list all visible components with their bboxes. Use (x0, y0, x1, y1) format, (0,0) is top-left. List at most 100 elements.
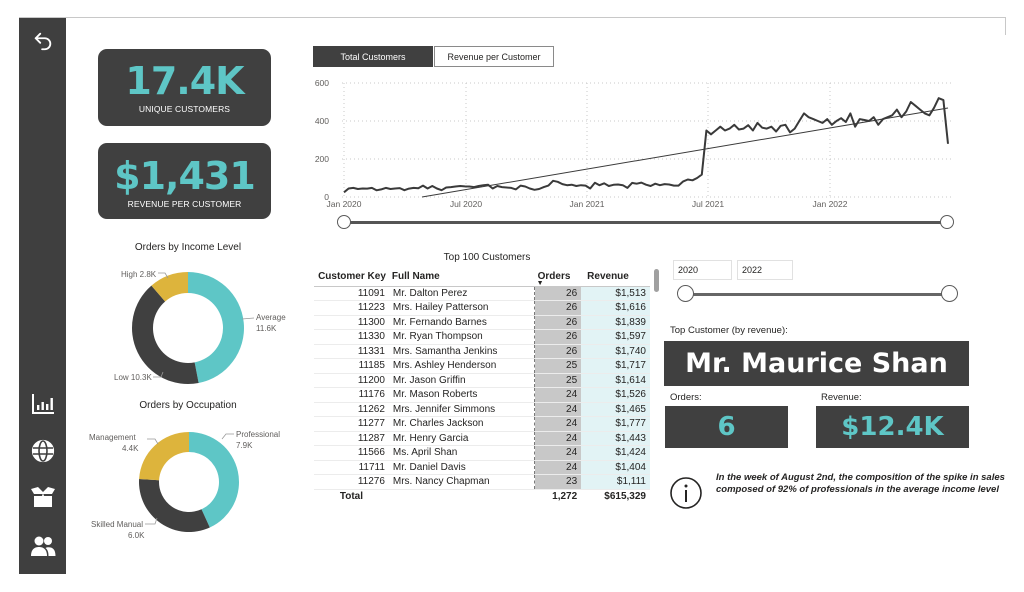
customer-key-cell: 11223 (314, 300, 389, 316)
orders-cell: 26 (534, 300, 582, 316)
customer-key-cell: 11200 (314, 373, 389, 388)
customer-key-cell: 11185 (314, 358, 389, 374)
table-row[interactable]: 11711 Mr. Daniel Davis 24 $1,404 (314, 460, 650, 475)
kpi-unique-customers: 17.4K UNIQUE CUSTOMERS (98, 49, 271, 126)
orders-cell: 26 (534, 286, 582, 301)
year-slider-start[interactable] (677, 285, 694, 302)
orders-cell: 25 (534, 358, 582, 374)
year-end-input[interactable]: 2022 (737, 260, 793, 280)
table-row[interactable]: 11185 Mrs. Ashley Henderson 25 $1,717 (314, 358, 650, 374)
year-start-input[interactable]: 2020 (673, 260, 732, 280)
table-row[interactable]: 11262 Mrs. Jennifer Simmons 24 $1,465 (314, 402, 650, 417)
donut-slice[interactable] (188, 272, 244, 383)
orders-cell: 24 (534, 387, 582, 403)
x-tick: Jan 2021 (570, 199, 605, 209)
trend-line (421, 107, 949, 198)
sidebar-item-customers[interactable] (19, 531, 66, 561)
sort-descending-icon: ▼ (536, 280, 544, 287)
line-chart-svg: 600 400 200 0 Jan 2020 Jul 2020 Jan 2021… (315, 78, 952, 209)
date-range-slider-track[interactable] (344, 221, 947, 224)
orders-cell: 24 (534, 416, 582, 432)
date-range-slider-end[interactable] (940, 215, 954, 229)
top-customer-name-card: Mr. Maurice Shan (664, 341, 969, 386)
table-row[interactable]: 11276 Mrs. Nancy Chapman 23 $1,111 (314, 474, 650, 490)
full-name-cell: Mr. Henry Garcia (388, 431, 535, 446)
customer-key-cell: 11331 (314, 344, 389, 359)
column-header-full-name[interactable]: Full Name (388, 268, 535, 287)
box-icon (30, 487, 55, 507)
tab-revenue-per-customer[interactable]: Revenue per Customer (434, 46, 554, 67)
customer-key-cell: 11566 (314, 445, 389, 461)
tab-total-customers[interactable]: Total Customers (313, 46, 433, 67)
full-name-cell: Mr. Dalton Perez (388, 286, 535, 301)
revenue-cell: $1,616 (581, 300, 650, 316)
top-customer-label: Top Customer (by revenue): (670, 325, 788, 336)
revenue-cell: $1,777 (581, 416, 650, 432)
sidebar-item-geography[interactable] (19, 436, 66, 466)
year-slider-end[interactable] (941, 285, 958, 302)
table-row[interactable]: 11566 Ms. April Shan 24 $1,424 (314, 445, 650, 461)
customers-series-line (343, 97, 949, 194)
x-tick: Jan 2022 (813, 199, 848, 209)
sidebar-item-analytics[interactable] (19, 389, 66, 419)
info-icon (670, 477, 702, 509)
revenue-cell: $1,404 (581, 460, 650, 475)
income-donut-title: Orders by Income Level (134, 242, 242, 253)
donut-slice[interactable] (139, 432, 189, 481)
table-row[interactable]: 11287 Mr. Henry Garcia 24 $1,443 (314, 431, 650, 446)
x-tick: Jan 2020 (327, 199, 362, 209)
donut-slice[interactable] (189, 432, 239, 528)
donut-slice[interactable] (131, 285, 199, 384)
x-tick: Jul 2021 (692, 199, 724, 209)
revenue-cell: $1,740 (581, 344, 650, 359)
full-name-cell: Mrs. Nancy Chapman (388, 474, 535, 490)
full-name-cell: Mr. Mason Roberts (388, 387, 535, 403)
full-name-cell: Ms. April Shan (388, 445, 535, 461)
income-label-high: High 2.8K (121, 270, 157, 279)
total-label: Total (314, 488, 389, 504)
orders-cell: 24 (534, 431, 582, 446)
table-row[interactable]: 11331 Mrs. Samantha Jenkins 26 $1,740 (314, 344, 650, 359)
occupation-label-skilled-value: 6.0K (128, 531, 145, 540)
donut-slice[interactable] (151, 272, 188, 302)
bar-chart-icon (31, 394, 54, 414)
column-header-customer-key[interactable]: Customer Key (314, 268, 389, 287)
table-row[interactable]: 11277 Mr. Charles Jackson 24 $1,777 (314, 416, 650, 432)
table-row[interactable]: 11223 Mrs. Hailey Patterson 26 $1,616 (314, 300, 650, 316)
table-row[interactable]: 11091 Mr. Dalton Perez 26 $1,513 (314, 286, 650, 301)
table-row[interactable]: 11176 Mr. Mason Roberts 24 $1,526 (314, 387, 650, 403)
year-slider-track[interactable] (686, 293, 950, 296)
orders-cell: 24 (534, 402, 582, 417)
occupation-label-management: Management (89, 433, 136, 442)
donut-slice[interactable] (139, 478, 210, 532)
customer-key-cell: 11277 (314, 416, 389, 432)
x-tick: Jul 2020 (450, 199, 482, 209)
date-range-slider-start[interactable] (337, 215, 351, 229)
full-name-cell: Mrs. Samantha Jenkins (388, 344, 535, 359)
y-tick: 200 (315, 154, 329, 164)
revenue-cell: $1,513 (581, 286, 650, 301)
income-donut-chart (131, 272, 244, 384)
table-row[interactable]: 11200 Mr. Jason Griffin 25 $1,614 (314, 373, 650, 388)
top-customer-orders-label: Orders: (670, 392, 702, 403)
table-row[interactable]: 11300 Mr. Fernando Barnes 26 $1,839 (314, 315, 650, 330)
occupation-label-professional-value: 7.9K (236, 441, 253, 450)
frame-border (19, 17, 1006, 18)
column-header-revenue[interactable]: Revenue (581, 268, 650, 287)
sidebar-nav (19, 18, 66, 574)
orders-cell: 26 (534, 329, 582, 345)
table-row[interactable]: 11330 Mr. Ryan Thompson 26 $1,597 (314, 329, 650, 345)
orders-cell: 24 (534, 460, 582, 475)
table-header-row: Customer Key Full Name Orders ▼ Revenue (314, 268, 650, 287)
back-button[interactable] (19, 26, 66, 56)
table-scrollbar[interactable] (654, 269, 659, 292)
income-label-low: Low 10.3K (114, 373, 152, 382)
kpi-value: 17.4K (125, 59, 244, 103)
occupation-donut-chart (139, 432, 239, 532)
column-header-orders[interactable]: Orders ▼ (534, 268, 582, 287)
sidebar-item-products[interactable] (19, 482, 66, 512)
customer-key-cell: 11262 (314, 402, 389, 417)
revenue-cell: $1,614 (581, 373, 650, 388)
revenue-cell: $1,465 (581, 402, 650, 417)
